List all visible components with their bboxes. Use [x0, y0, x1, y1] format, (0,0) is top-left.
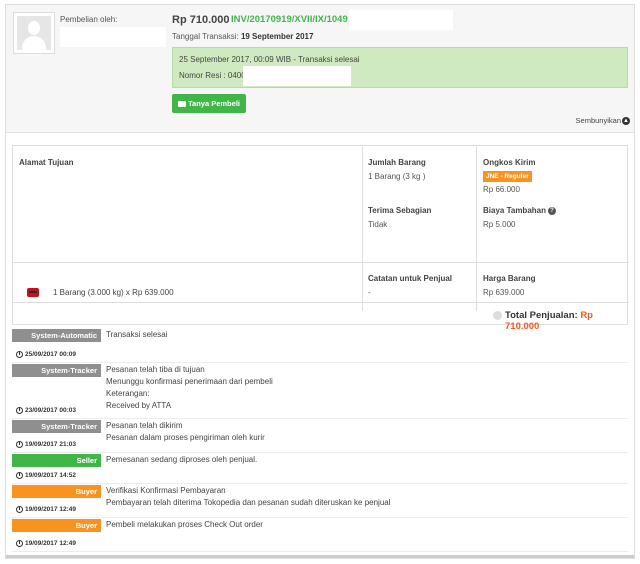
- shipping-label: Ongkos Kirim: [483, 158, 536, 167]
- history-timestamp: 19/09/2017 12:49: [16, 506, 76, 513]
- history-timestamp: 19/09/2017 12:49: [16, 540, 76, 547]
- order-card: Pembelian oleh: Rp 710.000 INV/20170919/…: [5, 4, 635, 559]
- history-text: Pesanan dalam proses pengiriman oleh kur…: [106, 433, 265, 442]
- history-text: Keterangan:: [106, 389, 150, 398]
- partial-label: Terima Sebagian: [368, 206, 432, 215]
- order-detail-panel: Alamat Tujuan Jumlah Barang 1 Barang (3 …: [12, 145, 629, 332]
- history-timestamp: 19/09/2017 21:03: [16, 441, 76, 448]
- chat-icon: [178, 101, 187, 108]
- item-price-label: Harga Barang: [483, 274, 536, 283]
- history-item: System-Tracker Pesanan telah dikirim Pesan…: [12, 420, 628, 453]
- chevron-up-icon: ▲: [622, 117, 630, 126]
- avatar: [13, 12, 55, 54]
- redacted-invoice-suffix: [349, 10, 453, 30]
- ask-buyer-button[interactable]: Tanya Pembeli: [172, 94, 246, 113]
- history-timestamp: 19/09/2017 14:52: [16, 472, 76, 479]
- status-text: 25 September 2017, 00:09 WIB - Transaksi…: [179, 55, 360, 64]
- tracking-number: Nomor Resi : 0400: [179, 71, 246, 80]
- address-label: Alamat Tujuan: [19, 158, 74, 167]
- item-price-value: Rp 639.000: [483, 288, 525, 297]
- history-timestamp: 25/09/2017 00:09: [16, 351, 76, 358]
- order-header: Pembelian oleh: Rp 710.000 INV/20170919/…: [6, 5, 634, 133]
- extra-fee-label: Biaya Tambahan?: [483, 206, 556, 215]
- actor-badge: Seller: [12, 454, 101, 467]
- transaction-date: Tanggal Transaksi: 19 September 2017: [172, 32, 314, 41]
- actor-badge: System-Automatic: [12, 329, 101, 342]
- product-thumbnail[interactable]: [27, 288, 39, 297]
- invoice-number[interactable]: INV/20170919/XVII/IX/1049: [231, 14, 348, 25]
- help-icon[interactable]: ?: [547, 206, 556, 215]
- history-text: Transaksi selesai: [106, 330, 168, 339]
- user-placeholder-icon: [17, 16, 51, 50]
- total-price: Rp 710.000: [172, 14, 230, 26]
- redacted-tracking: [243, 66, 351, 86]
- total-sales: Total Penjualan: Rp 710.000: [505, 310, 593, 332]
- clock-icon: [16, 351, 23, 358]
- actor-badge: System-Tracker: [12, 364, 101, 377]
- history-text: Pembeli melakukan proses Check Out order: [106, 520, 263, 529]
- courier-badge: JNE - Reguler: [483, 171, 532, 182]
- shipping-value: Rp 66.000: [483, 185, 520, 194]
- clock-icon: [16, 540, 23, 547]
- extra-fee-value: Rp 5.000: [483, 220, 516, 229]
- history-item: System-Tracker Pesanan telah tiba di tuju…: [12, 364, 628, 419]
- clock-icon: [16, 407, 23, 414]
- history-item: Seller Pemesanan sedang diproses oleh pen…: [12, 454, 628, 484]
- clock-icon: [16, 472, 23, 479]
- bottom-border: [6, 555, 634, 558]
- product-line: 1 Barang (3.000 kg) x Rp 639.000: [53, 288, 174, 297]
- seller-note-value: -: [368, 288, 371, 297]
- clock-icon: [16, 506, 23, 513]
- partial-value: Tidak: [368, 220, 388, 229]
- history-text: Pemesanan sedang diproses oleh penjual.: [106, 455, 258, 464]
- history-text: Pembayaran telah diterima Tokopedia dan …: [106, 498, 391, 507]
- history-text: Verifikasi Konfirmasi Pembayaran: [106, 486, 226, 495]
- history-item: Buyer Verifikasi Konfirmasi Pembayaran Pem…: [12, 485, 628, 518]
- history-item: Buyer Pembeli melakukan proses Check Out …: [12, 519, 628, 552]
- actor-badge: Buyer: [12, 519, 101, 532]
- history-item: System-Automatic Transaksi selesai 25/09/2…: [12, 329, 628, 363]
- history-text: Menunggu konfirmasi penerimaan dari pemb…: [106, 377, 273, 386]
- history-text: Received by ATTA: [106, 401, 172, 410]
- actor-badge: System-Tracker: [12, 420, 101, 433]
- history-text: Pesanan telah dikirim: [106, 421, 183, 430]
- buyer-label: Pembelian oleh:: [60, 15, 118, 24]
- clock-icon: [16, 441, 23, 448]
- qty-label: Jumlah Barang: [368, 158, 426, 167]
- seller-note-label: Catatan untuk Penjual: [368, 274, 453, 283]
- history-text: Pesanan telah tiba di tujuan: [106, 365, 205, 374]
- redacted-buyer-name: [60, 27, 166, 47]
- status-box: 25 September 2017, 00:09 WIB - Transaksi…: [172, 47, 628, 88]
- info-icon: [493, 311, 502, 320]
- actor-badge: Buyer: [12, 485, 101, 498]
- qty-value: 1 Barang (3 kg ): [368, 172, 426, 181]
- history-timestamp: 23/09/2017 00:03: [16, 407, 76, 414]
- hide-toggle[interactable]: Sembunyikan ▲: [575, 116, 630, 126]
